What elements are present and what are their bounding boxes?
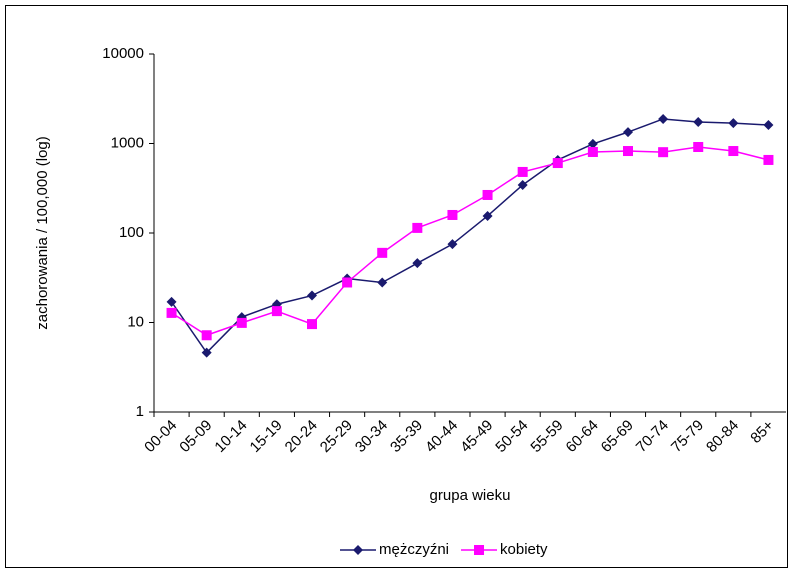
x-axis-title: grupa wieku [430,487,511,504]
marker [377,277,388,288]
series-line [171,146,769,337]
marker [693,141,704,152]
y-axis-title: zachorowania / 100,000 (log) [34,136,51,329]
y-tick-label: 10000 [102,45,144,62]
legend-label: kobiety [500,541,548,558]
marker [447,239,458,250]
marker [728,146,739,157]
series-line [170,118,769,354]
marker [658,113,669,124]
marker [166,296,177,307]
marker [201,330,212,341]
marker [412,258,423,269]
legend-label: mężczyźni [379,541,449,558]
marker [693,116,704,127]
marker [447,209,458,220]
marker [728,118,739,129]
marker [587,146,598,157]
marker [517,166,528,177]
marker [166,307,177,318]
marker [763,119,774,130]
marker [271,306,282,317]
marker [623,146,633,157]
marker [552,158,563,169]
marker [342,277,353,288]
y-tick-label: 10 [127,313,144,330]
marker [623,127,633,138]
marker [658,147,669,158]
marker [307,290,317,301]
y-tick-label: 100 [119,224,144,241]
marker [517,179,528,190]
marker [412,222,423,233]
marker [236,317,247,328]
marker [307,319,317,330]
marker [482,189,493,200]
marker [587,138,598,149]
marker [353,545,363,555]
y-tick-label: 1000 [111,134,144,151]
marker [763,154,774,165]
marker [482,210,493,221]
marker [377,247,388,258]
y-tick-label: 1 [136,403,144,420]
chart-border [5,5,788,568]
marker [474,545,485,555]
marker [201,347,212,358]
